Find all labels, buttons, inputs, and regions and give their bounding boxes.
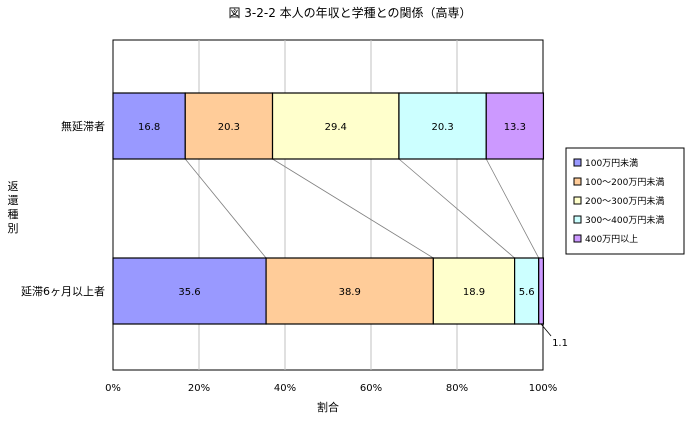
data-label: 20.3 [218,122,240,133]
legend: 100万円未満 100～200万円未満 200～300万円未満 300～400万円未満… [565,147,685,255]
x-tick-label: 80% [446,383,468,394]
bar-segment [514,257,540,325]
legend-label: 100～200万円未満 [585,176,664,188]
legend-swatch [573,234,582,243]
x-tick-label: 0% [105,383,121,394]
data-label: 18.9 [463,287,485,298]
series-connector-line [272,158,434,259]
data-label: 13.3 [504,122,526,133]
legend-label: 200～300万円未満 [585,195,664,207]
data-label: 29.4 [325,122,347,133]
legend-swatch [573,196,582,205]
data-label: 35.6 [178,287,200,298]
data-label: 1.1 [552,338,568,349]
category-label: 無延滞者 [61,119,105,133]
legend-label: 400万円以上 [585,234,638,245]
series-connector-line [184,158,267,259]
bar-segment [112,92,186,160]
series-connector-line [398,158,515,259]
data-label-leader [540,323,552,337]
x-tick-label: 20% [188,383,210,394]
bar-segment [112,257,267,325]
data-label: 20.3 [431,122,453,133]
data-label: 38.9 [339,287,361,298]
category-label: 延滞6ヶ月以上者 [21,285,105,298]
series-connector-line [485,158,540,259]
legend-swatch [573,215,582,224]
y-axis-title: 返還種別 [8,180,19,235]
bar-segment [265,257,434,325]
bar-segment [432,257,516,325]
x-tick-label: 60% [360,383,382,394]
legend-swatch [573,177,582,186]
bar-segment [485,92,545,160]
bar-segment [184,92,274,160]
legend-box [565,147,685,255]
plot-area [112,39,544,371]
data-label: 16.8 [138,122,160,133]
chart-title: 図 3-2-2 本人の年収と学種との関係（高専） [228,5,471,20]
legend-swatch [573,158,582,167]
legend-label: 300～400万円未満 [585,214,664,226]
x-axis-title: 割合 [317,400,339,414]
data-label: 5.6 [519,287,535,298]
bar-segment [271,92,400,160]
bar-segment [538,257,545,325]
legend-label: 100万円未満 [585,157,638,169]
x-tick-label: 100% [529,383,558,394]
x-tick-label: 40% [274,383,296,394]
